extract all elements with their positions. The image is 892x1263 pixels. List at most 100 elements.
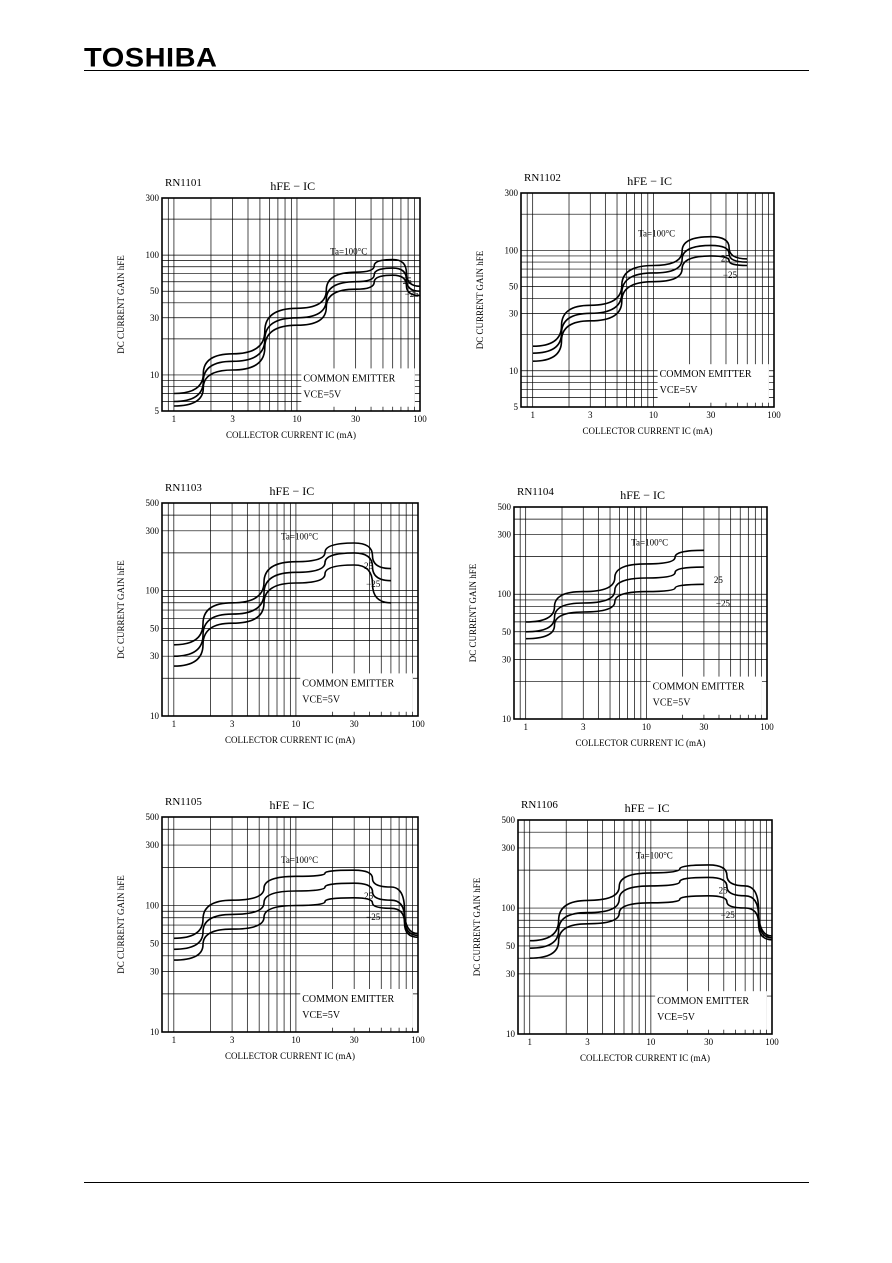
y-axis-label: DC CURRENT GAIN hFE xyxy=(472,877,482,976)
y-tick-label: 30 xyxy=(502,654,512,664)
x-axis-label: COLLECTOR CURRENT IC (mA) xyxy=(583,426,713,436)
x-tick-label: 30 xyxy=(706,410,716,420)
x-tick-label: 1 xyxy=(172,719,177,729)
x-axis-label: COLLECTOR CURRENT IC (mA) xyxy=(225,1051,355,1061)
footer-rule xyxy=(84,1182,809,1183)
x-tick-label: 3 xyxy=(230,719,235,729)
x-tick-label: 10 xyxy=(646,1037,656,1047)
series-label: 25 xyxy=(364,561,374,571)
x-tick-label: 30 xyxy=(350,1035,360,1045)
curve-ta-minus-25 xyxy=(173,274,421,407)
y-tick-label: 100 xyxy=(146,586,160,596)
plot-frame xyxy=(161,197,421,412)
x-tick-label: 100 xyxy=(767,410,781,420)
chart-title: hFE − IC xyxy=(625,801,670,815)
x-tick-label: 3 xyxy=(581,722,586,732)
x-tick-label: 10 xyxy=(291,1035,301,1045)
x-tick-label: 10 xyxy=(291,719,301,729)
series-label: −25 xyxy=(366,579,381,589)
curve-ta-100 xyxy=(532,235,748,347)
x-axis-label: COLLECTOR CURRENT IC (mA) xyxy=(580,1053,710,1063)
plot-frame xyxy=(520,192,775,408)
curve-ta-25 xyxy=(173,552,391,657)
series-label: 25 xyxy=(721,253,731,263)
y-tick-label: 100 xyxy=(498,589,512,599)
curve-ta-100 xyxy=(525,549,704,623)
condition-box xyxy=(300,989,413,1028)
y-tick-label: 10 xyxy=(150,1027,160,1037)
x-tick-label: 1 xyxy=(523,722,528,732)
series-label: −25 xyxy=(366,912,381,922)
x-tick-label: 100 xyxy=(765,1037,779,1047)
x-tick-label: 30 xyxy=(699,722,709,732)
y-tick-label: 500 xyxy=(498,502,512,512)
y-tick-label: 5 xyxy=(155,406,160,416)
chart-title: hFE − IC xyxy=(270,484,315,498)
condition-box xyxy=(657,364,769,403)
curve-ta-minus-25 xyxy=(529,894,773,959)
chart-title: hFE − IC xyxy=(627,174,672,188)
condition-line-2: VCE=5V xyxy=(302,1010,341,1021)
x-tick-label: 3 xyxy=(588,410,593,420)
y-tick-label: 300 xyxy=(146,840,160,850)
x-tick-label: 3 xyxy=(230,414,235,424)
y-tick-label: 30 xyxy=(150,967,160,977)
y-tick-label: 500 xyxy=(502,815,516,825)
part-number: RN1106 xyxy=(521,799,558,811)
x-tick-label: 1 xyxy=(530,410,535,420)
series-label: Ta=100°C xyxy=(638,228,675,238)
y-tick-label: 300 xyxy=(502,843,516,853)
chart-title: hFE − IC xyxy=(620,488,665,502)
condition-line-2: VCE=5V xyxy=(302,694,341,705)
chart-title: hFE − IC xyxy=(270,179,315,193)
plot-area: COMMON EMITTER VCE=5V Ta=100°C 25 −25 1 3 10 30 1… xyxy=(475,172,781,436)
part-number: RN1104 xyxy=(517,486,554,498)
curve-ta-100 xyxy=(173,542,391,646)
plot-frame xyxy=(161,502,419,717)
condition-box xyxy=(655,991,767,1030)
y-axis-label: DC CURRENT GAIN hFE xyxy=(116,255,126,354)
x-tick-label: 3 xyxy=(230,1035,235,1045)
x-tick-label: 30 xyxy=(704,1037,714,1047)
grid xyxy=(518,820,772,1034)
x-tick-label: 10 xyxy=(642,722,652,732)
y-tick-label: 300 xyxy=(146,526,160,536)
x-tick-label: 1 xyxy=(172,1035,177,1045)
condition-line-2: VCE=5V xyxy=(303,389,342,400)
curve-ta-minus-25 xyxy=(532,255,748,362)
x-axis-label: COLLECTOR CURRENT IC (mA) xyxy=(576,738,706,748)
x-axis-label: COLLECTOR CURRENT IC (mA) xyxy=(225,735,355,745)
curve-ta-minus-25 xyxy=(173,564,391,667)
toshiba-logo: TOSHIBA xyxy=(84,43,218,73)
series-label: −25 xyxy=(716,598,731,608)
y-tick-label: 30 xyxy=(506,969,516,979)
condition-box xyxy=(300,673,413,712)
condition-line-2: VCE=5V xyxy=(657,1012,696,1023)
y-tick-label: 100 xyxy=(505,245,519,255)
curve-ta-100 xyxy=(173,869,419,940)
series-label: −25 xyxy=(723,270,738,280)
y-tick-label: 50 xyxy=(506,941,516,951)
x-tick-label: 100 xyxy=(760,722,774,732)
condition-line-1: COMMON EMITTER xyxy=(302,994,394,1005)
curve-ta-25 xyxy=(173,267,421,403)
series-label: Ta=100°C xyxy=(636,850,673,860)
condition-line-1: COMMON EMITTER xyxy=(303,373,395,384)
condition-line-1: COMMON EMITTER xyxy=(657,996,749,1007)
condition-line-1: COMMON EMITTER xyxy=(660,369,752,380)
y-tick-label: 30 xyxy=(509,308,519,318)
y-tick-label: 500 xyxy=(146,812,160,822)
y-tick-label: 100 xyxy=(146,250,160,260)
y-tick-label: 30 xyxy=(150,651,160,661)
curve-ta-100 xyxy=(173,258,421,395)
y-tick-label: 10 xyxy=(150,711,160,721)
y-tick-label: 5 xyxy=(514,402,519,412)
series-label: 25 xyxy=(714,575,724,585)
curve-ta-25 xyxy=(529,876,773,949)
x-tick-label: 100 xyxy=(413,414,427,424)
x-axis-label: COLLECTOR CURRENT IC (mA) xyxy=(226,430,356,440)
